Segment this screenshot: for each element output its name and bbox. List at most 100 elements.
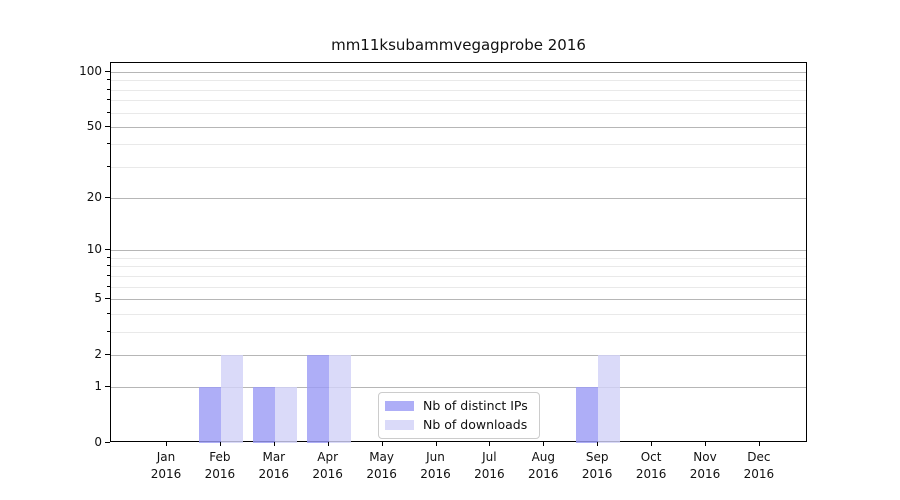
gridline-minor-3 bbox=[111, 331, 806, 333]
legend-item-distinct-ips: Nb of distinct IPs bbox=[385, 399, 528, 413]
x-tick-year-sep: 2016 bbox=[581, 467, 613, 481]
x-tick-year-apr: 2016 bbox=[312, 467, 343, 481]
x-tick-feb bbox=[219, 442, 221, 446]
bar-distinct-ips-sep bbox=[576, 387, 599, 443]
bar-distinct-ips-feb bbox=[198, 387, 221, 443]
gridline-major-20 bbox=[111, 198, 806, 200]
x-tick-label-nov: Nov 2016 bbox=[677, 449, 733, 483]
x-tick-year-mar: 2016 bbox=[258, 467, 290, 481]
x-tick-label-sep: Sep 2016 bbox=[569, 449, 625, 483]
x-tick-mar bbox=[273, 442, 275, 446]
legend-swatch-downloads bbox=[385, 420, 414, 430]
y-tick-label-2: 2 bbox=[94, 346, 102, 361]
x-tick-label-jul: Jul 2016 bbox=[461, 449, 517, 483]
bar-distinct-ips-apr bbox=[306, 354, 329, 443]
gridline-minor-6 bbox=[111, 286, 806, 288]
gridline-minor-80 bbox=[111, 89, 806, 91]
y-tick-0 bbox=[105, 442, 110, 443]
x-tick-dec bbox=[758, 442, 760, 446]
x-tick-apr bbox=[327, 442, 329, 446]
gridline-minor-30 bbox=[111, 166, 806, 168]
y-tick-minor-70 bbox=[107, 99, 110, 101]
bar-distinct-ips-mar bbox=[252, 387, 275, 443]
gridline-major-50 bbox=[111, 126, 806, 128]
y-tick-2 bbox=[105, 353, 110, 355]
x-tick-year-feb: 2016 bbox=[204, 467, 236, 481]
bar-layer bbox=[111, 63, 806, 443]
y-tick-minor-8 bbox=[107, 265, 110, 267]
gridline-major-5 bbox=[111, 298, 806, 300]
y-tick-label-20: 20 bbox=[86, 190, 102, 205]
y-tick-minor-60 bbox=[107, 111, 110, 113]
x-tick-jun bbox=[435, 442, 437, 446]
y-tick-minor-7 bbox=[107, 274, 110, 276]
x-tick-jul bbox=[489, 442, 491, 446]
legend: Nb of distinct IPs Nb of downloads bbox=[378, 392, 540, 439]
x-tick-sep bbox=[597, 442, 599, 446]
y-tick-20 bbox=[105, 197, 110, 199]
x-tick-year-nov: 2016 bbox=[689, 467, 721, 481]
y-tick-label-1: 1 bbox=[94, 379, 102, 394]
y-tick-minor-3 bbox=[107, 330, 110, 332]
bar-downloads-mar bbox=[274, 387, 297, 443]
y-tick-1 bbox=[105, 386, 110, 388]
x-tick-year-aug: 2016 bbox=[528, 467, 559, 481]
y-tick-50 bbox=[105, 125, 110, 127]
gridline-major-1 bbox=[111, 387, 806, 389]
x-tick-year-may: 2016 bbox=[366, 467, 397, 481]
y-tick-minor-40 bbox=[107, 143, 110, 145]
x-tick-label-jan: Jan 2016 bbox=[138, 449, 194, 483]
x-tick-nov bbox=[705, 442, 706, 446]
legend-swatch-distinct-ips bbox=[385, 401, 414, 411]
x-tick-year-oct: 2016 bbox=[635, 467, 667, 481]
gridline-minor-70 bbox=[111, 100, 806, 102]
legend-label-downloads: Nb of downloads bbox=[423, 417, 528, 432]
bar-downloads-feb bbox=[220, 354, 243, 443]
y-tick-label-100: 100 bbox=[79, 64, 102, 78]
y-tick-minor-4 bbox=[107, 312, 110, 314]
x-tick-oct bbox=[651, 442, 653, 446]
y-tick-label-0: 0 bbox=[94, 435, 102, 449]
x-tick-label-oct: Oct 2016 bbox=[623, 449, 679, 483]
x-tick-label-aug: Aug 2016 bbox=[515, 449, 571, 483]
y-tick-label-5: 5 bbox=[94, 290, 102, 305]
x-tick-label-may: May 2016 bbox=[354, 449, 410, 483]
gridline-minor-4 bbox=[111, 313, 806, 315]
y-tick-minor-90 bbox=[107, 79, 110, 81]
x-tick-label-apr: Apr 2016 bbox=[300, 449, 356, 483]
y-tick-minor-6 bbox=[107, 285, 110, 287]
x-tick-year-dec: 2016 bbox=[743, 467, 775, 481]
bar-downloads-sep bbox=[598, 354, 621, 443]
x-tick-may bbox=[381, 442, 383, 446]
gridline-minor-40 bbox=[111, 144, 806, 146]
y-tick-100 bbox=[105, 71, 110, 72]
gridline-minor-8 bbox=[111, 266, 806, 268]
gridline-major-10 bbox=[111, 250, 806, 252]
x-tick-label-mar: Mar 2016 bbox=[246, 449, 302, 483]
gridline-major-2 bbox=[111, 354, 806, 356]
y-tick-label-50: 50 bbox=[86, 118, 102, 133]
gridline-major-100 bbox=[111, 72, 806, 73]
plot-area bbox=[110, 62, 807, 443]
gridline-minor-90 bbox=[111, 80, 806, 82]
x-tick-year-jun: 2016 bbox=[420, 467, 451, 481]
y-tick-minor-30 bbox=[107, 165, 110, 167]
gridline-minor-9 bbox=[111, 257, 806, 259]
legend-item-downloads: Nb of downloads bbox=[385, 418, 528, 432]
chart-title: mm11ksubammvegagprobe 2016 bbox=[331, 36, 586, 54]
gridline-minor-60 bbox=[111, 112, 806, 114]
bar-downloads-apr bbox=[328, 354, 351, 443]
y-tick-minor-9 bbox=[107, 256, 110, 258]
grid-layer bbox=[111, 63, 806, 441]
x-tick-label-feb: Feb 2016 bbox=[192, 449, 248, 483]
y-tick-5 bbox=[105, 297, 110, 299]
x-tick-year-jan: 2016 bbox=[150, 467, 182, 481]
x-tick-jan bbox=[166, 442, 167, 446]
y-tick-label-10: 10 bbox=[86, 242, 102, 257]
gridline-minor-7 bbox=[111, 275, 806, 277]
x-tick-year-jul: 2016 bbox=[474, 467, 505, 481]
x-tick-aug bbox=[543, 442, 545, 446]
legend-label-distinct-ips: Nb of distinct IPs bbox=[423, 398, 528, 413]
x-tick-label-dec: Dec 2016 bbox=[731, 449, 787, 483]
